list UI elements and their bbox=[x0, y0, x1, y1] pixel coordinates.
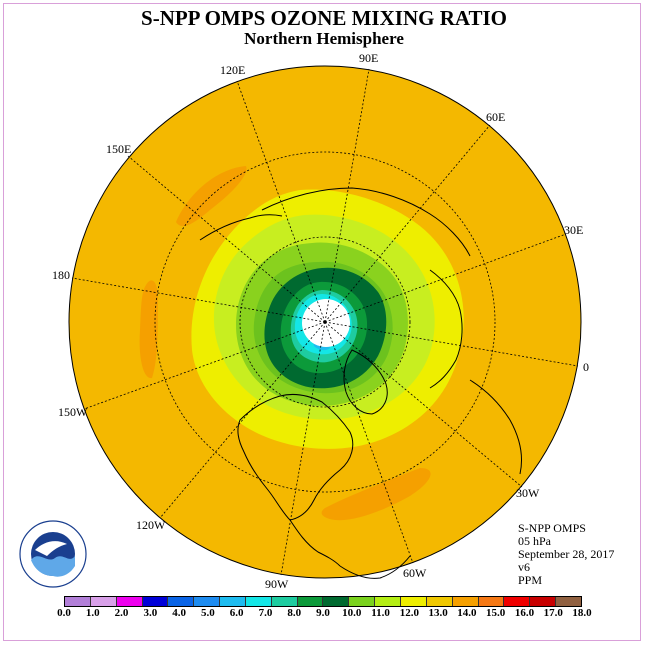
figure-frame bbox=[3, 3, 641, 641]
colorbar-segment bbox=[452, 597, 479, 606]
outline-south-america bbox=[339, 555, 411, 579]
colorbar-segment bbox=[194, 597, 221, 606]
graticule bbox=[71, 68, 579, 576]
colorbar-segment bbox=[504, 597, 531, 606]
meridian-90w bbox=[280, 321, 326, 576]
meridian-60w bbox=[324, 321, 414, 564]
colorbar-tick-label: 14.0 bbox=[457, 607, 477, 619]
colorbar-tick-label: 0.0 bbox=[57, 607, 71, 619]
label-150w: 150W bbox=[58, 405, 88, 419]
outline-siberia-east bbox=[199, 214, 283, 241]
colorbar-tick-label: 2.0 bbox=[114, 607, 129, 619]
noaa-logo bbox=[19, 520, 87, 588]
colorbar-tick-label: 15.0 bbox=[486, 607, 506, 619]
outline-north-america bbox=[237, 393, 354, 521]
continent-outlines bbox=[199, 187, 523, 579]
outline-africa bbox=[469, 379, 523, 475]
colorbar-tick-label: 18.0 bbox=[572, 607, 592, 619]
colorbar-tick-label: 8.0 bbox=[287, 607, 302, 619]
colorbar-segment bbox=[323, 597, 350, 606]
colorbar-tick-label: 13.0 bbox=[428, 607, 448, 619]
latitude-circle-60 bbox=[239, 236, 411, 408]
field-15-16-patch-south bbox=[321, 468, 431, 521]
colorbar-tick-label: 17.0 bbox=[543, 607, 563, 619]
noaa-logo-wave bbox=[31, 556, 75, 577]
map-subtitle: Northern Hemisphere bbox=[244, 29, 404, 48]
info-block: S-NPP OMPS 05 hPa September 28, 2017 v6 … bbox=[518, 522, 614, 587]
colorbar-tick-label: 12.0 bbox=[399, 607, 419, 619]
colorbar-tick-label: 9.0 bbox=[316, 607, 330, 619]
label-90e: 90E bbox=[359, 51, 379, 65]
map-title: S-NPP OMPS OZONE MIXING RATIO bbox=[141, 6, 507, 30]
outline-central-america bbox=[289, 519, 341, 567]
info-units: PPM bbox=[518, 573, 543, 587]
meridian-30w bbox=[324, 321, 523, 488]
colorbar-tick-label: 7.0 bbox=[258, 607, 273, 619]
colorbar-tick-label: 1.0 bbox=[85, 607, 100, 619]
colorbar-tick-label: 10.0 bbox=[342, 607, 362, 619]
latitude-circle-30 bbox=[154, 151, 496, 493]
label-30e: 30E bbox=[564, 223, 584, 237]
info-date: September 28, 2017 bbox=[518, 547, 615, 561]
meridian-180 bbox=[71, 277, 326, 323]
colorbar-ticks: 0.0 1.0 2.0 3.0 4.0 5.0 6.0 7.0 8.0 9.0 10.0 11.0 12… bbox=[0, 607, 648, 627]
meridian-150w bbox=[83, 321, 326, 410]
colorbar-segment bbox=[65, 597, 91, 606]
colorbar-tick-label: 11.0 bbox=[371, 607, 390, 619]
map-boundary bbox=[68, 65, 582, 579]
label-30w: 30W bbox=[516, 486, 540, 500]
colorbar-segment bbox=[426, 597, 453, 606]
colorbar-tick-label: 16.0 bbox=[514, 607, 535, 619]
colorbar-segment bbox=[220, 597, 246, 606]
colorbar-segment bbox=[90, 597, 117, 606]
label-120e: 120E bbox=[220, 63, 246, 77]
colorbar bbox=[64, 596, 582, 607]
field-15-16-patch-north bbox=[176, 166, 247, 227]
meridian-0 bbox=[324, 321, 579, 367]
colorbar-tick-label: 3.0 bbox=[143, 607, 158, 619]
colorbar-segment bbox=[400, 597, 427, 606]
colorbar-segment bbox=[375, 597, 401, 606]
colorbar-segment bbox=[271, 597, 298, 606]
colorbar-segment bbox=[556, 597, 581, 606]
meridian-150e bbox=[127, 155, 326, 323]
label-180: 180 bbox=[52, 268, 70, 282]
meridian-60e bbox=[324, 124, 491, 323]
colorbar-segment bbox=[245, 597, 272, 606]
info-instrument: S-NPP OMPS bbox=[518, 521, 586, 535]
info-version: v6 bbox=[518, 560, 530, 574]
outline-greenland bbox=[343, 349, 388, 415]
colorbar-tick-label: 5.0 bbox=[201, 607, 215, 619]
colorbar-tick-label: 4.0 bbox=[172, 607, 186, 619]
label-90w: 90W bbox=[265, 577, 289, 591]
meridian-120w bbox=[159, 321, 326, 519]
field-15-16-patch-west bbox=[139, 280, 158, 379]
colorbar-tick-label: 6.0 bbox=[229, 607, 244, 619]
meridian-30e bbox=[324, 233, 567, 323]
meridian-120e bbox=[236, 80, 326, 323]
colorbar-segment bbox=[349, 597, 376, 606]
colorbar-segment bbox=[116, 597, 143, 606]
colorbar-segment bbox=[297, 597, 324, 606]
colorbar-segment bbox=[530, 597, 557, 606]
label-60w: 60W bbox=[403, 566, 427, 580]
outline-asia bbox=[261, 187, 471, 257]
label-60e: 60E bbox=[486, 110, 506, 124]
label-150e: 150E bbox=[106, 142, 132, 156]
outline-europe bbox=[429, 269, 463, 389]
meridian-90e bbox=[324, 68, 370, 323]
colorbar-segment bbox=[168, 597, 195, 606]
label-120w: 120W bbox=[136, 518, 166, 532]
info-pressure-level: 05 hPa bbox=[518, 534, 551, 548]
colorbar-segment bbox=[142, 597, 169, 606]
label-0: 0 bbox=[583, 360, 589, 374]
noaa-logo-bird bbox=[35, 541, 67, 556]
colorbar-segment bbox=[478, 597, 505, 606]
